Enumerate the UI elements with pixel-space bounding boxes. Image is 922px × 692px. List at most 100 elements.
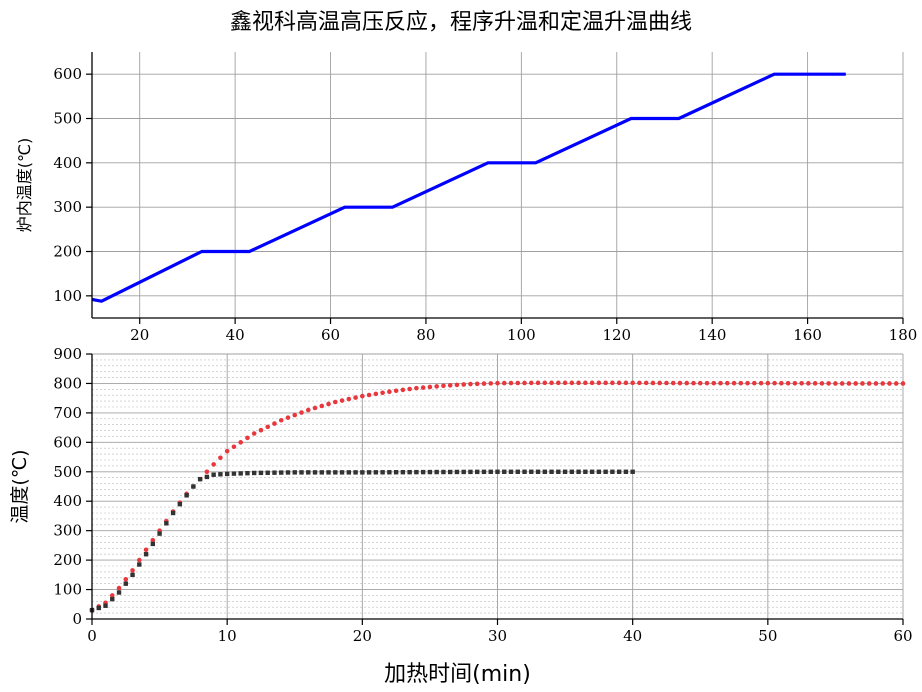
x-tick-label: 20 bbox=[130, 326, 149, 344]
data-point bbox=[677, 380, 683, 386]
data-point bbox=[508, 469, 514, 474]
data-point bbox=[360, 393, 365, 399]
data-point bbox=[522, 469, 527, 474]
data-point bbox=[434, 469, 439, 475]
data-point bbox=[481, 381, 487, 386]
x-tick-label: 10 bbox=[218, 627, 237, 645]
data-point bbox=[353, 470, 358, 475]
data-point bbox=[346, 396, 352, 402]
data-point bbox=[589, 469, 595, 474]
data-point bbox=[637, 380, 642, 386]
data-point bbox=[116, 590, 122, 595]
data-point bbox=[502, 469, 507, 474]
data-point bbox=[177, 501, 183, 507]
data-point bbox=[461, 469, 466, 475]
chart-title: 鑫视科高温高压反应，程序升温和定温升温曲线 bbox=[229, 10, 692, 35]
data-point bbox=[583, 469, 588, 474]
data-point bbox=[468, 381, 473, 387]
data-point bbox=[360, 470, 365, 475]
data-point bbox=[562, 380, 568, 386]
data-point bbox=[833, 381, 838, 386]
data-point bbox=[420, 469, 426, 475]
data-point bbox=[515, 469, 520, 474]
data-point bbox=[130, 572, 135, 578]
data-point bbox=[110, 596, 115, 602]
data-point bbox=[441, 469, 446, 475]
data-point bbox=[224, 471, 230, 477]
data-point bbox=[792, 380, 798, 386]
data-point bbox=[819, 381, 825, 386]
data-point bbox=[630, 380, 635, 386]
data-point bbox=[346, 470, 352, 475]
data-point bbox=[535, 380, 541, 386]
data-point bbox=[461, 382, 467, 387]
y-tick-label: 500 bbox=[53, 463, 82, 481]
data-point bbox=[387, 470, 392, 475]
data-point bbox=[197, 476, 203, 482]
data-point bbox=[664, 380, 669, 386]
chart-1: 20 40 60 80 100 120 140 160 180 100 200 300 400 500 60… bbox=[15, 52, 917, 344]
data-point bbox=[326, 401, 331, 407]
data-point bbox=[137, 557, 142, 563]
data-point bbox=[758, 380, 764, 386]
data-point bbox=[731, 380, 737, 386]
data-point bbox=[400, 469, 406, 475]
data-point bbox=[603, 380, 608, 386]
data-point bbox=[562, 469, 568, 474]
data-point bbox=[576, 380, 581, 386]
data-point bbox=[116, 585, 122, 591]
y-tick-label: 300 bbox=[53, 198, 82, 216]
data-point bbox=[556, 469, 561, 474]
data-point bbox=[488, 469, 493, 475]
data-point bbox=[204, 469, 210, 475]
data-point bbox=[143, 547, 149, 553]
data-point bbox=[583, 380, 588, 386]
series-2 bbox=[89, 469, 635, 613]
data-point bbox=[535, 469, 541, 474]
x-tick-label: 140 bbox=[698, 326, 727, 344]
data-point bbox=[96, 605, 101, 611]
data-point bbox=[333, 470, 338, 475]
y-tick-label: 100 bbox=[53, 581, 82, 599]
data-point bbox=[204, 474, 210, 480]
data-point bbox=[873, 381, 879, 386]
y-axis-label: 炉内温度(℃) bbox=[15, 138, 34, 232]
x-tick-label: 50 bbox=[758, 627, 777, 645]
data-point bbox=[272, 421, 277, 426]
data-point bbox=[839, 381, 845, 386]
y-tick-label: 300 bbox=[53, 522, 82, 540]
data-point bbox=[610, 469, 615, 474]
data-point bbox=[184, 493, 189, 498]
data-point bbox=[380, 390, 385, 396]
x-tick-label: 60 bbox=[321, 326, 340, 344]
data-point bbox=[414, 385, 419, 391]
data-point bbox=[312, 405, 318, 411]
data-point bbox=[326, 470, 331, 475]
data-point bbox=[231, 471, 237, 476]
data-point bbox=[306, 470, 311, 475]
series-1 bbox=[89, 380, 906, 613]
data-point bbox=[623, 469, 629, 474]
data-point bbox=[481, 469, 487, 475]
data-point bbox=[427, 384, 433, 390]
data-point bbox=[826, 381, 831, 386]
data-point bbox=[191, 484, 196, 489]
data-point bbox=[488, 381, 494, 386]
data-point bbox=[441, 383, 446, 389]
data-point bbox=[704, 380, 710, 386]
data-point bbox=[724, 380, 730, 386]
data-point bbox=[285, 415, 291, 420]
data-point bbox=[366, 470, 372, 475]
data-point bbox=[752, 380, 757, 386]
data-point bbox=[495, 380, 500, 386]
data-point bbox=[650, 380, 656, 386]
x-tick-label: 20 bbox=[353, 627, 372, 645]
x-tick-label: 40 bbox=[623, 627, 642, 645]
data-point bbox=[211, 462, 216, 467]
data-point bbox=[387, 389, 392, 394]
x-tick-label: 80 bbox=[416, 326, 435, 344]
data-point bbox=[779, 380, 784, 386]
data-point bbox=[251, 431, 257, 436]
y-tick-label: 200 bbox=[53, 243, 82, 261]
x-tick-label: 100 bbox=[507, 326, 536, 344]
